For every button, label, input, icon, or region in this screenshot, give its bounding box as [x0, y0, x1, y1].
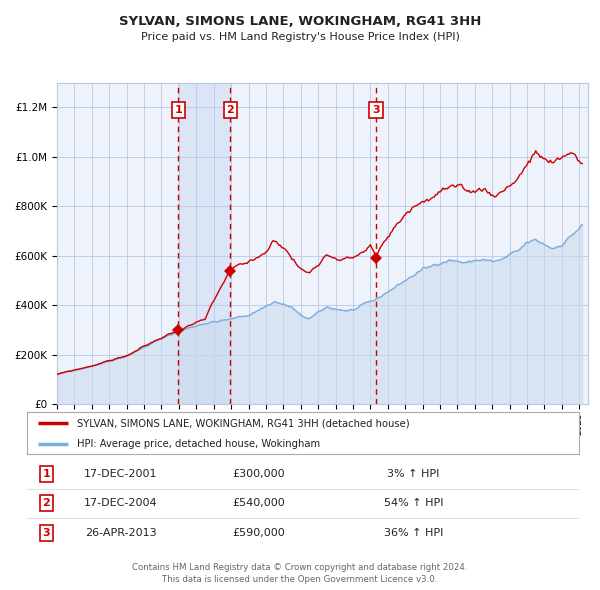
Text: £300,000: £300,000 [233, 469, 285, 478]
Text: 1: 1 [174, 105, 182, 115]
Text: 3: 3 [43, 528, 50, 537]
Text: SYLVAN, SIMONS LANE, WOKINGHAM, RG41 3HH: SYLVAN, SIMONS LANE, WOKINGHAM, RG41 3HH [119, 15, 481, 28]
Text: 17-DEC-2004: 17-DEC-2004 [84, 499, 158, 508]
Text: 36% ↑ HPI: 36% ↑ HPI [384, 528, 443, 537]
Text: 17-DEC-2001: 17-DEC-2001 [84, 469, 158, 478]
Text: 1: 1 [43, 469, 50, 478]
Text: HPI: Average price, detached house, Wokingham: HPI: Average price, detached house, Woki… [77, 439, 320, 448]
Text: Price paid vs. HM Land Registry's House Price Index (HPI): Price paid vs. HM Land Registry's House … [140, 32, 460, 42]
Text: 26-APR-2013: 26-APR-2013 [85, 528, 157, 537]
Text: £540,000: £540,000 [232, 499, 285, 508]
Text: 2: 2 [43, 499, 50, 508]
Text: Contains HM Land Registry data © Crown copyright and database right 2024.
This d: Contains HM Land Registry data © Crown c… [132, 563, 468, 584]
Bar [178, 83, 230, 404]
Text: 3% ↑ HPI: 3% ↑ HPI [387, 469, 440, 478]
Text: 2: 2 [227, 105, 234, 115]
Text: SYLVAN, SIMONS LANE, WOKINGHAM, RG41 3HH (detached house): SYLVAN, SIMONS LANE, WOKINGHAM, RG41 3HH… [77, 418, 409, 428]
Text: 54% ↑ HPI: 54% ↑ HPI [383, 499, 443, 508]
Text: 3: 3 [372, 105, 380, 115]
Text: £590,000: £590,000 [232, 528, 285, 537]
